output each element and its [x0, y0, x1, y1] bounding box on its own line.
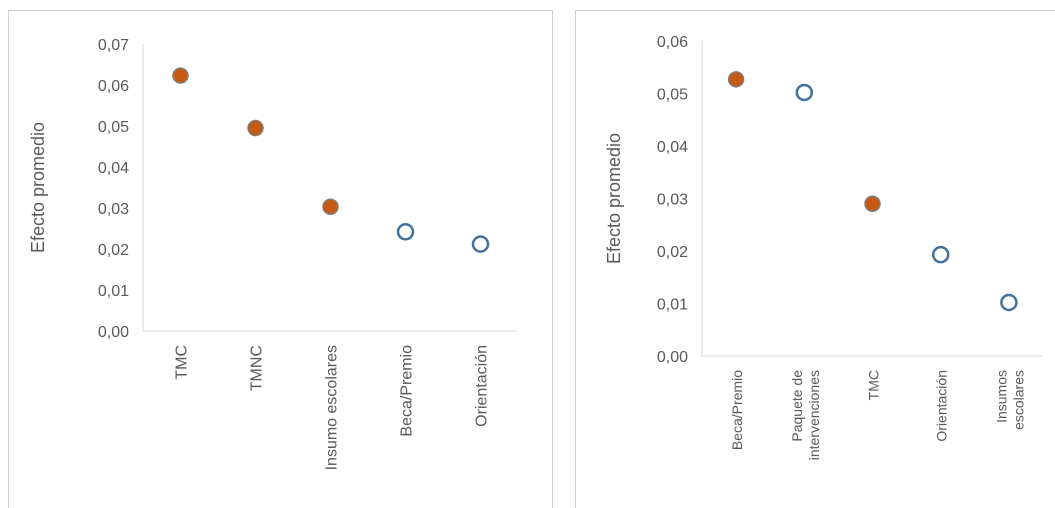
x-category-label: TMC	[866, 370, 882, 400]
x-category-label: Beca/Premio	[729, 370, 745, 450]
x-category-label: TMNC	[249, 345, 266, 391]
y-axis-title: Efecto promedio	[28, 122, 48, 253]
y-tick-label: 0,05	[98, 119, 129, 136]
data-point-not-significant	[396, 223, 415, 241]
y-tick-label: 0,06	[657, 34, 688, 51]
y-tick-label: 0,03	[657, 192, 688, 209]
x-category-label: TMC	[174, 345, 191, 380]
y-tick-label: 0,00	[657, 349, 688, 366]
panel-top-border	[8, 10, 553, 11]
data-point-significant	[727, 71, 745, 88]
x-category-label: Insumos	[993, 370, 1009, 423]
data-point-significant	[322, 198, 339, 216]
y-tick-label: 0,04	[98, 160, 129, 177]
panel-left-border	[8, 10, 9, 508]
panel-right-border	[552, 10, 553, 508]
x-category-label: intervenciones	[806, 370, 822, 460]
y-tick-label: 0,03	[98, 201, 129, 218]
data-point-significant	[864, 195, 881, 212]
data-point-not-significant	[1000, 293, 1018, 312]
y-tick-label: 0,07	[98, 37, 129, 54]
y-tick-label: 0,02	[98, 242, 129, 259]
x-category-label: escolares	[1010, 370, 1026, 430]
y-tick-label: 0,01	[657, 297, 688, 314]
data-point-significant	[247, 119, 264, 137]
data-point-significant	[172, 67, 189, 84]
x-category-label: Paquete de	[789, 370, 805, 442]
y-tick-label: 0,01	[98, 283, 129, 300]
data-point-not-significant	[795, 83, 814, 102]
panel-left-border	[575, 10, 576, 508]
y-axis-title: Efecto promedio	[604, 133, 624, 264]
x-category-label: Beca/Premio	[399, 345, 416, 437]
data-point-not-significant	[471, 235, 490, 253]
data-point-not-significant	[931, 245, 950, 264]
y-tick-label: 0,02	[657, 244, 688, 261]
y-tick-label: 0,05	[657, 87, 688, 104]
chart-right: 0,00 0,01 0,02 0,03 0,04 0,05 0,06 Efecto prome…	[604, 34, 1043, 460]
x-category-label: Orientación	[934, 370, 950, 442]
chart-panel-right: 0,00 0,01 0,02 0,03 0,04 0,05 0,06 Efecto prome…	[565, 0, 1055, 508]
panel-top-border	[575, 10, 1055, 11]
chart-panel-left: 0,00 0,01 0,02 0,03 0,04 0,05 0,06 0,07 Efecto p…	[8, 10, 553, 508]
chart-left: 0,00 0,01 0,02 0,03 0,04 0,05 0,06 0,07 Efecto p…	[28, 37, 518, 470]
y-tick-label: 0,04	[657, 139, 688, 156]
y-tick-label: 0,00	[98, 324, 129, 341]
x-category-label: Insumo escolares	[324, 345, 341, 470]
x-category-label: Orientación	[474, 345, 491, 427]
y-tick-label: 0,06	[98, 78, 129, 95]
